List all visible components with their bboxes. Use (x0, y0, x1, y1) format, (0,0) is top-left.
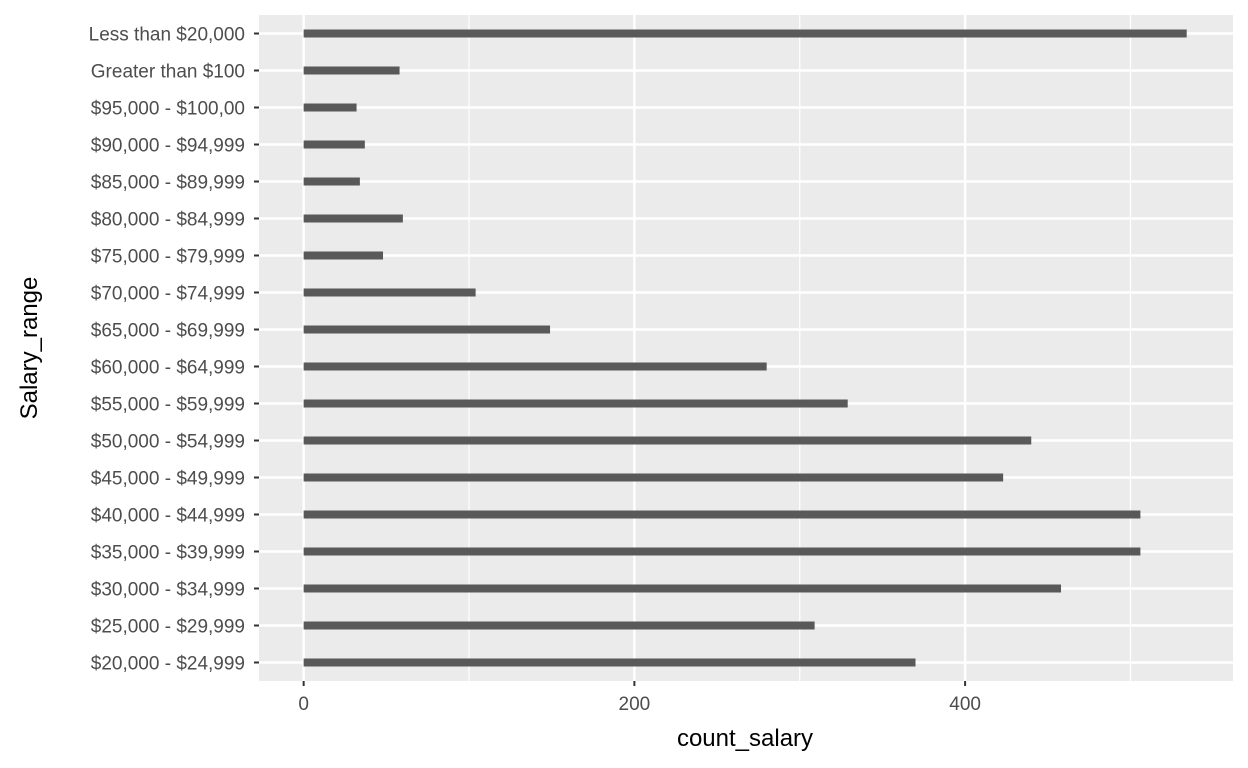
bar (303, 510, 1141, 519)
bar (303, 325, 551, 334)
x-tick-label: 400 (949, 694, 981, 715)
x-axis: 0 200 400 (298, 681, 981, 715)
y-tick-label: $75,000 - $79,999 (91, 247, 245, 268)
y-axis: $20,000 - $24,999 $25,000 - $29,999 $30,00… (89, 25, 259, 675)
y-tick-label: $25,000 - $29,999 (91, 617, 245, 638)
bar (303, 547, 1141, 556)
bar (303, 584, 1062, 593)
y-tick-label: $45,000 - $49,999 (91, 469, 245, 490)
y-tick-label: $60,000 - $64,999 (91, 358, 245, 379)
x-axis-title: count_salary (677, 725, 813, 752)
y-tick-label: $50,000 - $54,999 (91, 432, 245, 453)
bars (303, 29, 1187, 667)
bar (303, 362, 767, 371)
bar (303, 251, 384, 260)
y-tick-label: $40,000 - $44,999 (91, 506, 245, 527)
bar (303, 66, 400, 75)
plot-panel (259, 15, 1233, 681)
bar (303, 436, 1032, 445)
x-tick-label: 200 (619, 694, 651, 715)
y-tick-label: Greater than $100 (91, 62, 245, 83)
y-tick-label: $55,000 - $59,999 (91, 395, 245, 416)
y-tick-label: Less than $20,000 (89, 25, 245, 46)
y-tick-label: $30,000 - $34,999 (91, 580, 245, 601)
bar (303, 621, 815, 630)
bar (303, 288, 476, 297)
bar (303, 29, 1187, 38)
y-tick-label: $20,000 - $24,999 (91, 654, 245, 675)
bar (303, 399, 848, 408)
bar (303, 658, 916, 667)
y-tick-label: $95,000 - $100,00 (91, 99, 245, 120)
y-tick-label: $70,000 - $74,999 (91, 284, 245, 305)
y-tick-label: $35,000 - $39,999 (91, 543, 245, 564)
bar (303, 103, 357, 112)
y-tick-label: $85,000 - $89,999 (91, 173, 245, 194)
x-tick-label: 0 (298, 694, 309, 715)
bar (303, 473, 1004, 482)
bar (303, 177, 360, 186)
y-tick-label: $80,000 - $84,999 (91, 210, 245, 231)
y-tick-label: $90,000 - $94,999 (91, 136, 245, 157)
bar (303, 140, 365, 149)
y-axis-title: Salary_range (16, 277, 43, 420)
bar (303, 214, 403, 223)
y-tick-label: $65,000 - $69,999 (91, 321, 245, 342)
